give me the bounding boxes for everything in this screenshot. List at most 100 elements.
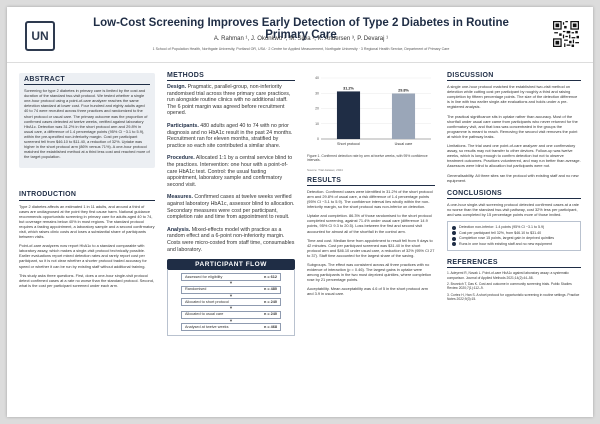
results-paragraph: Uptake and completion. 86.3% of those ra… [307, 213, 432, 234]
arrow-down-icon: ▼ [229, 305, 233, 311]
results-paragraph: Acceptability. Mean acceptability was 4.… [307, 286, 429, 297]
bar-short-protocol [336, 91, 361, 139]
reference-item: 2. Brunnich T, Das K. Cost and outcome i… [447, 281, 572, 291]
references-section: REFERENCES 1. Adeyemi R, Novak L. Point-… [447, 259, 581, 302]
introduction-heading: INTRODUCTION [19, 191, 155, 201]
methods-item: Design. Pragmatic, parallel-group, non-i… [167, 84, 295, 117]
y-tick-label: 30 [315, 91, 319, 95]
references-heading: REFERENCES [447, 259, 581, 269]
column-right: DISCUSSION A single one-hour protocol ma… [447, 72, 581, 304]
methods-item-text: Allocated 1:1 by a central service blind… [167, 155, 293, 188]
conclusions-text: A one-hour single-visit screening protoc… [447, 201, 579, 217]
introduction-section: INTRODUCTION Type 2 diabetes affects an … [19, 191, 155, 288]
methods-heading: METHODS [167, 72, 295, 82]
flow-step-label: Randomised [185, 287, 207, 292]
key-findings-box: Detection non-inferior: 1.4 points (95% … [447, 221, 581, 252]
reference-item: 1. Adeyemi R, Novak L. Point-of-care HbA… [447, 271, 569, 280]
participant-flow-diagram: Assessed for eligibility n = 612 ▼ Random… [167, 270, 295, 337]
results-paragraph: Detection. Confirmed cases were identifi… [307, 188, 433, 210]
methods-item: Analysis. Mixed-effects model with pract… [167, 227, 295, 253]
flow-step: Randomised n = 480 [181, 285, 281, 294]
participant-flow-heading: PARTICIPANT FLOW [167, 259, 295, 271]
introduction-paragraph: Point-of-care analyzers now report HbA1c… [19, 243, 147, 269]
x-tick-label: Usual care [395, 142, 413, 146]
y-tick-label: 10 [315, 122, 319, 126]
methods-item: Procedure. Allocated 1:1 by a central se… [167, 155, 295, 188]
bar-value-label: 29.8% [398, 89, 409, 93]
bar-value-label: 31.2% [343, 86, 354, 90]
methods-item-text: Mixed-effects model with practice as a r… [167, 226, 295, 253]
introduction-paragraph: Type 2 diabetes affects an estimated 1 i… [19, 203, 155, 240]
methods-item-label: Procedure. [167, 155, 195, 162]
discussion-paragraph: Generalisability. All three sites ran th… [447, 172, 579, 183]
flow-step: Assessed for eligibility n = 612 [181, 273, 281, 282]
methods-item: Measures. Confirmed cases at twelve week… [167, 194, 295, 220]
discussion-paragraph: Limitations. The trial used one point-of… [447, 143, 581, 169]
methods-item: Participants. 480 adults aged 40 to 74 w… [167, 123, 295, 149]
column-results: 0 10 20 30 40 31.2% Short protocol 29.8% Usual c… [307, 73, 435, 301]
results-heading: RESULTS [307, 177, 435, 186]
conclusions-section: CONCLUSIONS A one-hour single-visit scre… [447, 190, 581, 252]
affiliations: 1 School of Population Health, Northgate… [152, 47, 450, 51]
methods-item-text: Pragmatic, parallel-group, non-inferiori… [167, 84, 291, 117]
figure-source: Source: Trial dataset, 2024 [307, 167, 343, 172]
key-finding: Completion rose 15 points, largest gain … [452, 236, 576, 242]
flow-step-label: Assessed for eligibility [185, 274, 223, 279]
x-tick-label: Short protocol [337, 142, 360, 146]
key-finding-text: Completion rose 15 points, largest gain … [459, 236, 555, 241]
flow-step-count: n = 240 [264, 312, 277, 317]
key-finding-text: Detection non-inferior: 1.4 points (95% … [459, 225, 545, 230]
methods-item-label: Measures. [167, 194, 193, 201]
flow-step: Allocated to short protocol n = 240 [181, 298, 281, 307]
bullet-icon [452, 231, 456, 236]
poster: UN Low-Cost Screening Improves Early Det… [7, 7, 593, 417]
poster-header: UN Low-Cost Screening Improves Early Det… [7, 7, 593, 63]
qr-code-icon [553, 21, 579, 47]
y-tick-label: 40 [315, 76, 319, 80]
discussion-heading: DISCUSSION [447, 72, 581, 82]
flow-step-count: n = 240 [264, 299, 277, 304]
arrow-down-icon: ▼ [229, 292, 233, 298]
key-finding: Cost per participant fell 32%, from $46.… [452, 231, 576, 237]
bullet-icon [452, 236, 456, 241]
author-list: A. Rahman ¹, J. Okonkwo ², M. Silva ¹, K… [213, 36, 389, 42]
abstract-heading: ABSTRACT [24, 76, 150, 86]
flow-step: Analysed at twelve weeks n = 468 [181, 323, 281, 332]
flow-step-count: n = 468 [264, 324, 277, 329]
results-paragraph: Subgroups. The effect was consistent acr… [307, 262, 432, 283]
y-tick-label: 20 [315, 107, 319, 111]
methods-item-text: Confirmed cases at twelve weeks verified… [167, 194, 295, 221]
reference-item: 3. Cortez H, Han S. A short protocol for… [447, 292, 580, 302]
figure-caption: Figure 1. Confirmed detection rate by ar… [307, 154, 428, 163]
column-methods: METHODS Design. Pragmatic, parallel-grou… [167, 72, 295, 337]
methods-item-label: Design. [167, 84, 187, 91]
flow-step-label: Allocated to usual care [185, 312, 224, 317]
key-finding: Runs in one hour with existing staff and… [452, 242, 576, 248]
arrow-down-icon: ▼ [229, 280, 233, 286]
key-finding: Detection non-inferior: 1.4 points (95% … [452, 225, 576, 231]
column-left: ABSTRACT Screening for type 2 diabetes i… [19, 73, 155, 292]
methods-item-label: Participants. [167, 123, 199, 130]
key-finding-text: Cost per participant fell 32%, from $46.… [459, 230, 542, 235]
abstract-text: Screening for type 2 diabetes in primary… [24, 88, 150, 160]
results-paragraph: Time and cost. Median time from appointm… [307, 237, 435, 258]
conclusions-heading: CONCLUSIONS [447, 190, 581, 199]
abstract-section: ABSTRACT Screening for type 2 diabetes i… [19, 73, 155, 169]
poster-title: Low-Cost Screening Improves Early Detect… [93, 17, 509, 41]
flow-step-label: Allocated to short protocol [185, 299, 229, 304]
bullet-icon [452, 242, 456, 247]
methods-item-text: 480 adults aged 40 to 74 with no prior d… [167, 123, 293, 149]
bullet-icon [452, 225, 456, 230]
flow-step: Allocated to usual care n = 240 [181, 310, 281, 319]
detection-rate-chart: 0 10 20 30 40 31.2% Short protocol 29.8% Usual c… [315, 76, 431, 146]
flow-step-label: Analysed at twelve weeks [185, 324, 229, 329]
flow-step-count: n = 612 [264, 274, 277, 279]
discussion-paragraph: A single one-hour protocol matched the e… [447, 84, 578, 110]
introduction-paragraph: This study asks three questions. First, … [19, 272, 154, 288]
key-finding-text: Runs in one hour with existing staff and… [459, 241, 553, 246]
y-tick-label: 0 [317, 137, 319, 141]
bar-usual-care [391, 93, 416, 139]
discussion-paragraph: The practical significance sits in uptak… [447, 113, 578, 139]
arrow-down-icon: ▼ [229, 317, 233, 323]
university-logo: UN [25, 21, 55, 51]
